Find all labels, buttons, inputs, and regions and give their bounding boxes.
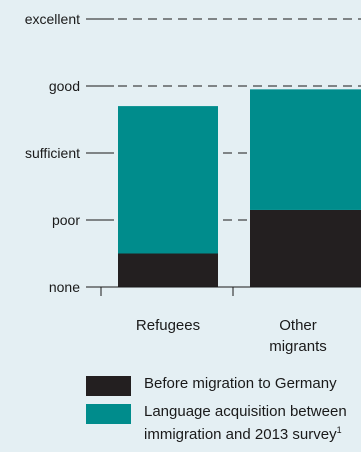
legend-label-acquisition-line1: Language acquisition between xyxy=(144,403,347,420)
legend-label-before: Before migration to Germany xyxy=(144,375,337,392)
legend-label-acquisition: Language acquisition between immigration… xyxy=(144,403,347,444)
bar-0-series-0 xyxy=(118,253,218,287)
legend: Before migration to Germany Language acq… xyxy=(86,374,361,452)
bar-0-series-1 xyxy=(118,106,218,254)
y-tick-label-poor: poor xyxy=(52,212,80,228)
y-tick-label-excellent: excellent xyxy=(25,11,80,27)
category-label-0-line-0: Refugees xyxy=(136,317,200,334)
bar-1-series-1 xyxy=(250,89,361,210)
y-tick-label-sufficient: sufficient xyxy=(25,145,80,161)
category-label-1: Other migrants xyxy=(269,317,327,355)
legend-label-acquisition-line2: immigration and 2013 survey1 xyxy=(144,425,342,443)
y-tick-label-none: none xyxy=(49,279,80,295)
bar-1-series-0 xyxy=(250,209,361,287)
category-label-1-line-0: Other xyxy=(279,317,317,334)
y-tick-label-good: good xyxy=(49,78,80,94)
legend-footnote-mark: 1 xyxy=(336,425,342,435)
legend-item-acquisition: Language acquisition between immigration… xyxy=(86,402,361,446)
legend-item-before: Before migration to Germany xyxy=(86,374,361,396)
category-label-0: Refugees xyxy=(136,317,200,334)
legend-swatch-before xyxy=(86,376,131,396)
chart-plot: none poor sufficient good excellent Refugees O… xyxy=(25,11,361,355)
legend-swatch-acquisition xyxy=(86,404,131,424)
category-label-1-line-1: migrants xyxy=(269,338,327,355)
